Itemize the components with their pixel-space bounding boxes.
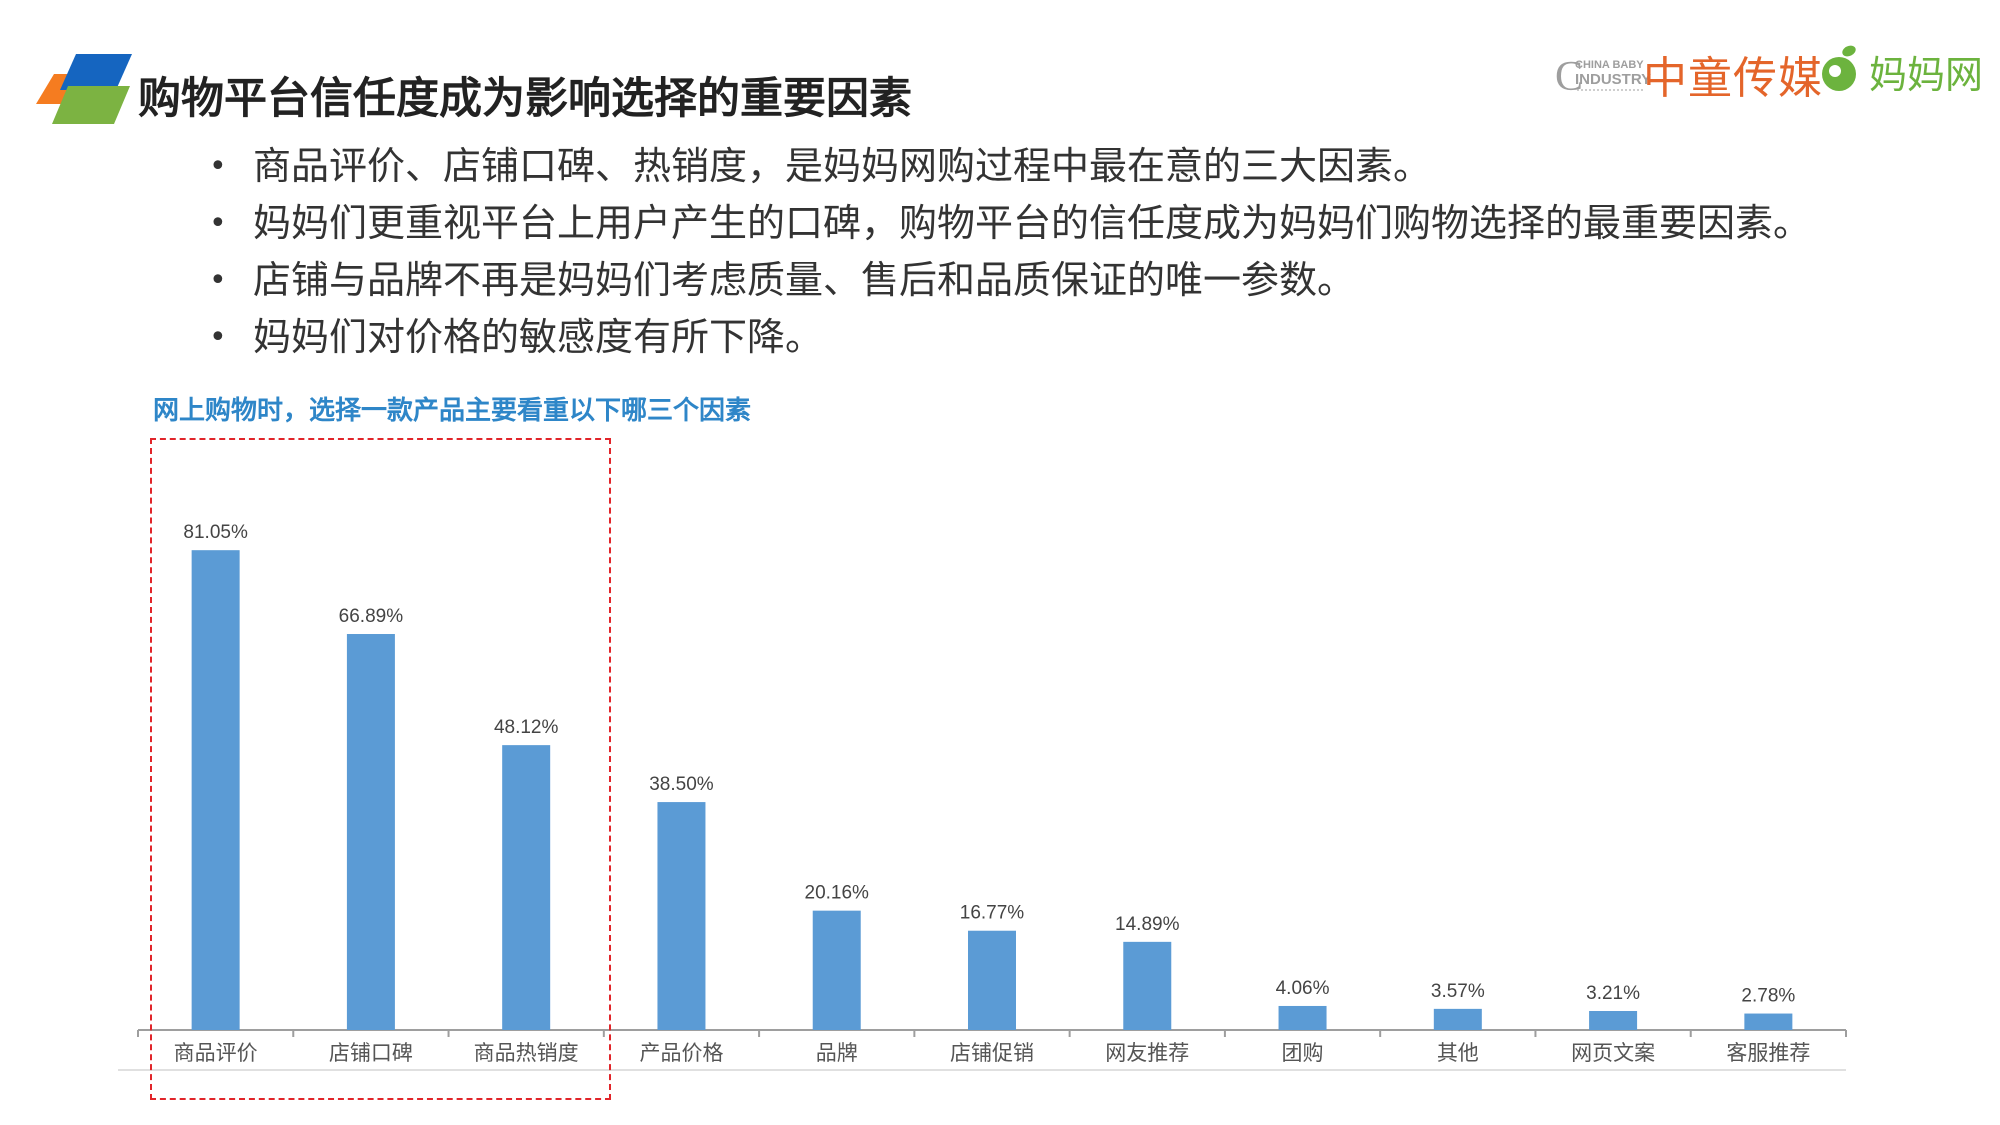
category-label: 品牌	[816, 1041, 858, 1065]
data-label: 4.06%	[1276, 978, 1330, 999]
bullet-item: • 店铺与品牌不再是妈妈们考虑质量、售后和品质保证的唯一参数。	[205, 252, 1811, 309]
cbi-chinese-name: 中童传媒	[1643, 53, 1823, 104]
bar	[968, 930, 1016, 1030]
mamawang-leaf-icon	[1822, 45, 1856, 91]
cbi-en-bottom: INDUSTRY	[1575, 71, 1651, 88]
bar	[812, 910, 861, 1030]
data-label: 20.16%	[805, 883, 870, 904]
data-label: 2.78%	[1741, 986, 1795, 1007]
top-three-highlight-box	[150, 438, 611, 1100]
svg-text:C: C	[1555, 54, 1583, 96]
bar	[502, 745, 551, 1030]
category-label: 团购	[1282, 1041, 1324, 1065]
data-label: 66.89%	[339, 606, 404, 627]
bar	[1433, 1008, 1482, 1030]
bar	[1123, 941, 1172, 1030]
category-label: 商品热销度	[474, 1041, 579, 1065]
category-label: 网页文案	[1571, 1041, 1655, 1065]
data-label: 81.05%	[183, 522, 248, 543]
bar	[1589, 1010, 1638, 1030]
bullet-item: • 妈妈们更重视平台上用户产生的口碑，购物平台的信任度成为妈妈们购物选择的最重要因…	[205, 195, 1811, 252]
category-label: 网友推荐	[1105, 1041, 1189, 1065]
category-label: 店铺口碑	[329, 1041, 413, 1065]
bar	[1744, 1013, 1793, 1030]
mamawang-logo: 妈妈网	[1813, 38, 1983, 98]
data-label: 3.21%	[1586, 983, 1640, 1004]
cbi-wordmark-icon: C CHINA BABY INDUSTRY	[1555, 54, 1651, 96]
cbi-en-top: CHINA BABY	[1575, 59, 1644, 71]
category-label: 产品价格	[639, 1041, 723, 1065]
bullet-dot: •	[209, 149, 227, 184]
bullet-dot: •	[209, 206, 227, 241]
bar	[657, 802, 706, 1030]
data-label: 38.50%	[649, 774, 714, 795]
mamawang-name: 妈妈网	[1869, 53, 1984, 97]
title-logo-mark	[36, 54, 132, 124]
bullet-list: • 商品评价、店铺口碑、热销度，是妈妈网购过程中最在意的三大因素。 • 妈妈们更重视…	[205, 138, 1811, 366]
bar	[191, 550, 240, 1030]
bullet-text: 妈妈们更重视平台上用户产生的口碑，购物平台的信任度成为妈妈们购物选择的最重要因素…	[253, 201, 1812, 245]
bar	[346, 634, 395, 1030]
bullet-text: 店铺与品牌不再是妈妈们考虑质量、售后和品质保证的唯一参数。	[253, 258, 1356, 302]
china-baby-industry-logo: C CHINA BABY INDUSTRY 中童传媒	[1553, 40, 2000, 104]
chart-title: 网上购物时，选择一款产品主要看重以下哪三个因素	[153, 396, 752, 426]
data-label: 3.57%	[1431, 981, 1485, 1002]
category-label: 店铺促销	[950, 1041, 1034, 1065]
bullet-text: 商品评价、店铺口碑、热销度，是妈妈网购过程中最在意的三大因素。	[253, 144, 1432, 188]
bar	[1278, 1005, 1327, 1030]
bullet-item: • 妈妈们对价格的敏感度有所下降。	[205, 309, 1811, 366]
bullet-text: 妈妈们对价格的敏感度有所下降。	[253, 315, 824, 359]
slide-title: 购物平台信任度成为影响选择的重要因素	[138, 74, 912, 124]
bullet-dot: •	[209, 320, 227, 355]
category-label: 其他	[1437, 1041, 1479, 1065]
data-label: 14.89%	[1115, 914, 1180, 935]
data-label: 48.12%	[494, 717, 559, 738]
category-label: 商品评价	[174, 1041, 258, 1065]
bullet-dot: •	[209, 263, 227, 298]
bullet-item: • 商品评价、店铺口碑、热销度，是妈妈网购过程中最在意的三大因素。	[205, 138, 1811, 195]
category-label: 客服推荐	[1726, 1041, 1810, 1065]
data-label: 16.77%	[960, 903, 1025, 924]
